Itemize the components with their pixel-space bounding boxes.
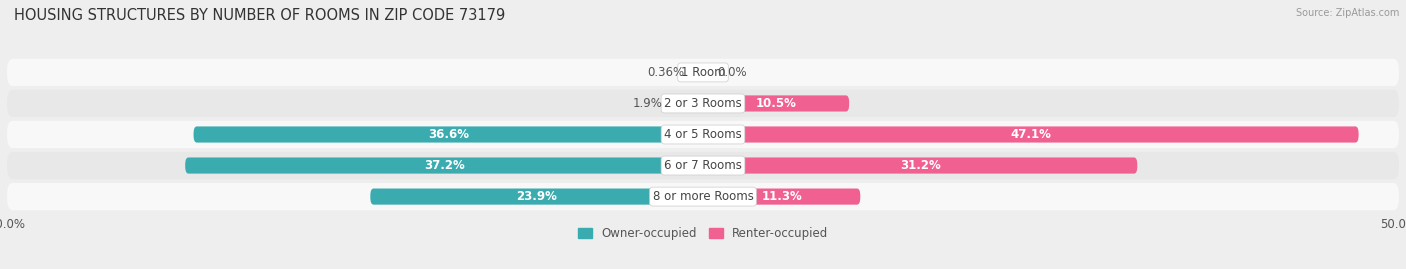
- Text: 23.9%: 23.9%: [516, 190, 557, 203]
- Text: 47.1%: 47.1%: [1011, 128, 1052, 141]
- Text: 0.36%: 0.36%: [647, 66, 685, 79]
- Text: 36.6%: 36.6%: [427, 128, 468, 141]
- Text: 4 or 5 Rooms: 4 or 5 Rooms: [664, 128, 742, 141]
- FancyBboxPatch shape: [370, 189, 703, 205]
- FancyBboxPatch shape: [703, 126, 1358, 143]
- Text: 2 or 3 Rooms: 2 or 3 Rooms: [664, 97, 742, 110]
- Legend: Owner-occupied, Renter-occupied: Owner-occupied, Renter-occupied: [572, 222, 834, 245]
- Text: 37.2%: 37.2%: [423, 159, 464, 172]
- Text: 1 Room: 1 Room: [681, 66, 725, 79]
- FancyBboxPatch shape: [194, 126, 703, 143]
- FancyBboxPatch shape: [7, 90, 1399, 117]
- Text: 31.2%: 31.2%: [900, 159, 941, 172]
- FancyBboxPatch shape: [7, 183, 1399, 210]
- FancyBboxPatch shape: [703, 189, 860, 205]
- Text: 8 or more Rooms: 8 or more Rooms: [652, 190, 754, 203]
- Text: 0.0%: 0.0%: [717, 66, 747, 79]
- FancyBboxPatch shape: [7, 59, 1399, 86]
- FancyBboxPatch shape: [703, 157, 1137, 174]
- FancyBboxPatch shape: [186, 157, 703, 174]
- Text: HOUSING STRUCTURES BY NUMBER OF ROOMS IN ZIP CODE 73179: HOUSING STRUCTURES BY NUMBER OF ROOMS IN…: [14, 8, 505, 23]
- Text: 11.3%: 11.3%: [761, 190, 801, 203]
- Text: Source: ZipAtlas.com: Source: ZipAtlas.com: [1295, 8, 1399, 18]
- Text: 1.9%: 1.9%: [633, 97, 662, 110]
- Text: 10.5%: 10.5%: [755, 97, 797, 110]
- FancyBboxPatch shape: [703, 95, 849, 112]
- FancyBboxPatch shape: [7, 121, 1399, 148]
- Text: 6 or 7 Rooms: 6 or 7 Rooms: [664, 159, 742, 172]
- FancyBboxPatch shape: [676, 95, 703, 112]
- FancyBboxPatch shape: [697, 64, 703, 80]
- FancyBboxPatch shape: [7, 152, 1399, 179]
